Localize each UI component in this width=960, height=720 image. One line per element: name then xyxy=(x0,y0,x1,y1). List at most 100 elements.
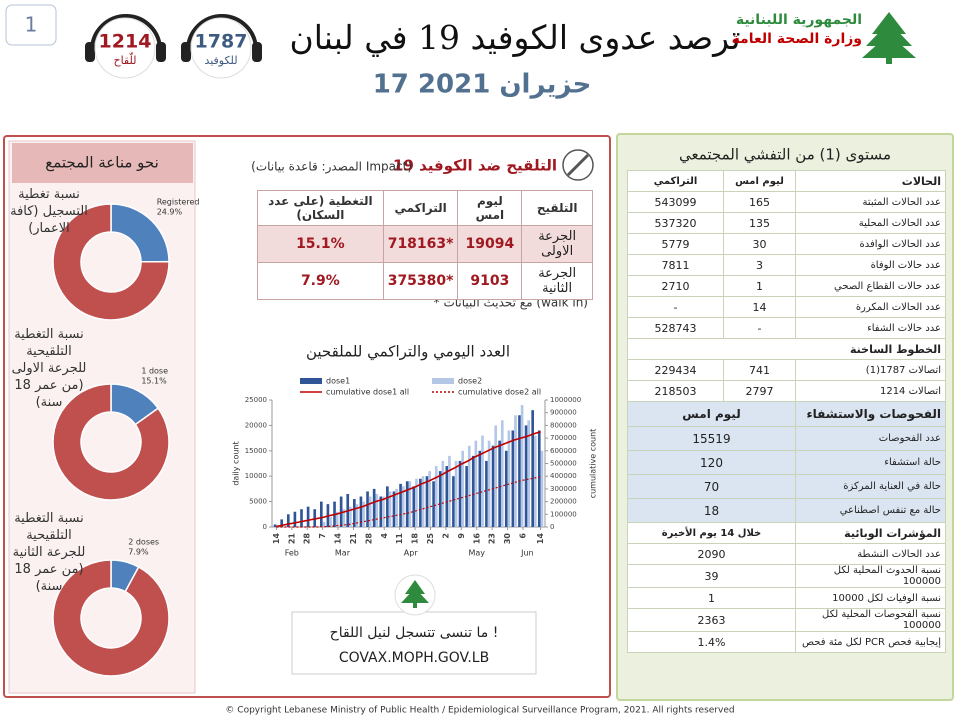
bar xyxy=(485,460,488,527)
row-label: عدد الحالات الوافدة xyxy=(795,233,946,255)
table-cell: 1 xyxy=(627,587,796,609)
x-tick-label: 21 xyxy=(287,533,296,545)
bar xyxy=(467,445,471,527)
slice-label: 1 dose xyxy=(141,366,168,375)
bar xyxy=(319,501,323,527)
table-cell: 19094 xyxy=(457,225,523,263)
donut-slice xyxy=(52,559,170,677)
bar xyxy=(448,455,451,527)
y2-tick-label: 700000 xyxy=(550,434,577,442)
bar xyxy=(313,509,317,527)
bar xyxy=(445,466,449,527)
bar xyxy=(419,478,422,527)
legend-label: dose2 xyxy=(458,377,482,386)
table-row: اتصالات 1214 2797 218503 xyxy=(627,380,946,402)
section-header: الخطوط الساخنة xyxy=(627,338,946,360)
page-date: 17 حزيران 2021 xyxy=(373,70,592,100)
table-cell: 2090 xyxy=(627,543,796,565)
bar xyxy=(335,511,339,527)
bar xyxy=(306,506,310,527)
table-row: اتصالات 1787(1) 741 229434 xyxy=(627,359,946,381)
bar xyxy=(339,496,343,527)
section-header-cell: المؤشرات الوبائية xyxy=(795,522,946,544)
bar xyxy=(487,440,491,527)
bar xyxy=(293,511,297,527)
bar xyxy=(461,450,464,527)
bar xyxy=(405,481,409,527)
section-header: الفحوصات والاستشفاء ليوم امس xyxy=(627,401,946,427)
bar xyxy=(401,486,405,527)
x-tick-label: 30 xyxy=(503,533,512,545)
bar xyxy=(438,471,442,527)
hotline-number: 1214 xyxy=(99,31,152,53)
y-tick-label: 5000 xyxy=(249,498,267,506)
table-cell: 2797 xyxy=(723,380,796,402)
bar xyxy=(458,460,462,527)
x-tick-label: 16 xyxy=(472,533,481,545)
row-label: عدد حالات القطاع الصحي xyxy=(795,275,946,297)
table-row: إيجابية فحص PCR لكل مئة فحص 1.4% xyxy=(627,631,946,653)
x-tick-label: 2 xyxy=(441,533,450,539)
table-row: حالة في العناية المركزة 70 xyxy=(627,474,946,499)
table-row: الجرعة الاولى 19094 *718163 15.1% xyxy=(257,225,593,263)
cedar-logo xyxy=(862,12,916,64)
bar xyxy=(425,476,429,527)
immunity-title-bar xyxy=(12,143,193,183)
bar xyxy=(388,491,392,527)
bar xyxy=(355,504,359,527)
hotline-badge xyxy=(90,14,258,51)
x-tick-label: 14 xyxy=(334,533,343,545)
table-row: نسبة الحدوث المحلية لكل 100000 39 xyxy=(627,564,946,588)
month-label: Mar xyxy=(335,549,351,558)
row-label: عدد حالات الشفاء xyxy=(795,317,946,339)
x-tick-label: 11 xyxy=(395,533,404,545)
table-cell: 741 xyxy=(723,359,796,381)
table-row: نسبة الفحوصات المحلية لكل 100000 2363 xyxy=(627,608,946,632)
row-label: اتصالات 1787(1) xyxy=(795,359,946,381)
table-header-row: التلقيح ليوم امس التراكمي التغطية (على عدد … xyxy=(257,190,593,226)
chart-title: العدد اليومي والتراكمي للملقحين xyxy=(306,343,510,362)
bar xyxy=(452,476,455,527)
outbreak-table-wrap: الحالات ليوم امس التراكمي عدد الحالات المثب… xyxy=(627,170,946,653)
row-label: اتصالات 1214 xyxy=(795,380,946,402)
badge-circle xyxy=(190,17,252,79)
table-cell: 135 xyxy=(723,212,796,234)
slice-value-label: 24.9% xyxy=(157,208,183,217)
x-tick-label: 18 xyxy=(411,533,420,545)
column-header: التلقيح xyxy=(521,190,593,226)
table-cell: 15.1% xyxy=(257,225,384,263)
bar xyxy=(540,450,544,527)
table-cell: 9103 xyxy=(457,262,523,300)
bar xyxy=(329,516,332,527)
bar xyxy=(349,506,352,527)
section-header: المؤشرات الوبائية خلال 14 يوم الأخيرة xyxy=(627,522,946,544)
bar xyxy=(504,450,508,527)
bar xyxy=(478,450,482,527)
section-header-cell: الحالات xyxy=(795,170,946,192)
page-title: ترصد عدوى الكوفيد 19 في لبنان xyxy=(289,18,740,58)
bar xyxy=(399,483,402,527)
table-cell: 7.9% xyxy=(257,262,384,300)
bar xyxy=(533,435,537,527)
y2-tick-label: 800000 xyxy=(550,421,577,429)
table-cell: 229434 xyxy=(627,359,724,381)
bar xyxy=(322,521,326,527)
hotline-label: للكوفيد xyxy=(204,54,237,67)
bar xyxy=(524,425,528,527)
bar xyxy=(368,496,372,527)
bar xyxy=(491,445,495,527)
bar xyxy=(428,471,431,527)
section-header-cell: خلال 14 يوم الأخيرة xyxy=(627,522,796,544)
y-tick-label: 20000 xyxy=(245,421,267,429)
column-header: التراكمي xyxy=(382,190,459,226)
table-cell: 5779 xyxy=(627,233,724,255)
table-cell: 1.4% xyxy=(627,631,796,653)
section-header-cell: التراكمي xyxy=(627,170,724,192)
table-cell: 2710 xyxy=(627,275,724,297)
slice-label: 2 doses xyxy=(128,537,159,546)
table-cell: 7811 xyxy=(627,254,724,276)
bar xyxy=(372,488,376,527)
table-cell: - xyxy=(627,296,724,318)
column-header: التغطية (على عدد السكان) xyxy=(257,190,384,226)
month-label: May xyxy=(468,549,485,558)
